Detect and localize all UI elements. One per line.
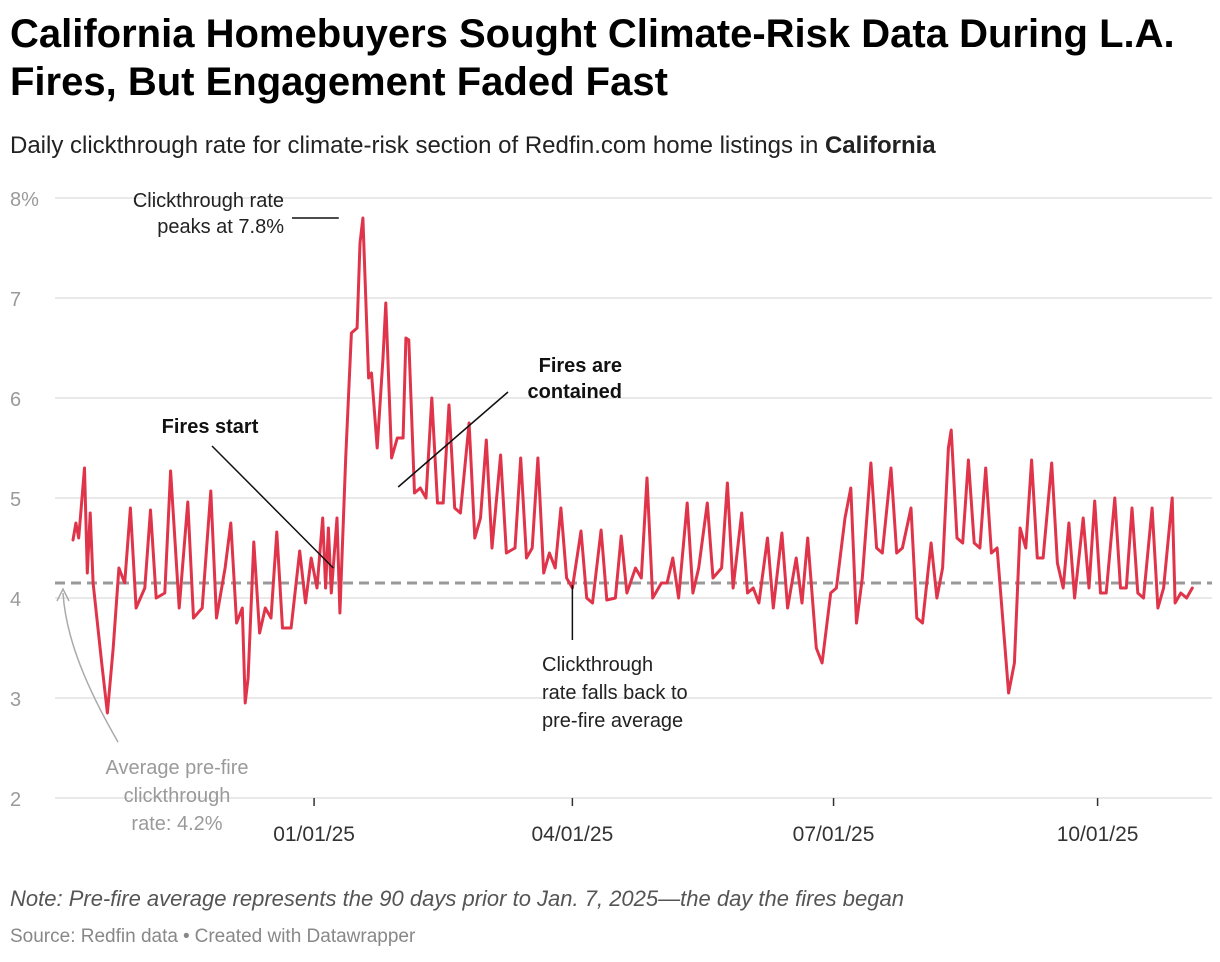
y-tick-label: 3 bbox=[10, 689, 21, 711]
y-tick-label: 6 bbox=[10, 389, 21, 411]
separator: • bbox=[182, 926, 190, 947]
annotation-fires-start: Fires start bbox=[162, 416, 259, 438]
chart-subtitle: Daily clickthrough rate for climate-risk… bbox=[10, 130, 1210, 162]
x-tick-label: 10/01/25 bbox=[1057, 823, 1139, 846]
x-tick-label: 07/01/25 bbox=[793, 823, 875, 846]
annotation-fires-contained: Fires are contained bbox=[528, 355, 622, 403]
subtitle-region: California bbox=[824, 132, 936, 159]
y-tick-label: 2 bbox=[10, 789, 21, 811]
x-tick-label: 04/01/25 bbox=[532, 823, 614, 846]
annotation-peak: Clickthrough rate peaks at 7.8% bbox=[133, 190, 284, 238]
annotation-line-fires-start bbox=[211, 445, 334, 569]
annotation-line-fires-contained bbox=[397, 391, 509, 488]
gridlines bbox=[55, 197, 1212, 799]
credit-text: Created with Datawrapper bbox=[194, 926, 416, 947]
subtitle-text: Daily clickthrough rate for climate-risk… bbox=[10, 132, 825, 159]
chart-source: Source: Redfin data • Created with Datawra… bbox=[10, 926, 415, 948]
line-chart: 01/01/25 04/01/25 07/01/25 10/01/25 Clickth… bbox=[10, 189, 1212, 846]
annotation-falls-back: Clickthrough rate falls back to pre-fire a… bbox=[542, 654, 688, 732]
y-tick-label: 4 bbox=[10, 589, 21, 611]
series-line-california bbox=[71, 216, 1194, 715]
y-axis-labels: 2 3 4 5 6 7 8% bbox=[10, 189, 39, 811]
y-tick-label: 8% bbox=[10, 189, 39, 211]
x-tick-label: 01/01/25 bbox=[273, 823, 355, 846]
reference-line-label: Average pre-fire clickthrough rate: 4.2% bbox=[105, 757, 248, 835]
annotations: Clickthrough rate peaks at 7.8% Fires star… bbox=[56, 190, 688, 835]
source-text: Source: Redfin data bbox=[10, 926, 178, 947]
reference-label-arrow bbox=[62, 592, 119, 743]
chart-title: California Homebuyers Sought Climate-Ris… bbox=[10, 12, 1175, 104]
arrowhead-icon bbox=[56, 587, 70, 602]
y-tick-label: 7 bbox=[10, 289, 21, 311]
chart-note: Note: Pre-fire average represents the 90… bbox=[10, 886, 904, 911]
series-layer bbox=[71, 216, 1194, 715]
y-tick-label: 5 bbox=[10, 489, 21, 511]
x-axis: 01/01/25 04/01/25 07/01/25 10/01/25 bbox=[273, 798, 1138, 846]
